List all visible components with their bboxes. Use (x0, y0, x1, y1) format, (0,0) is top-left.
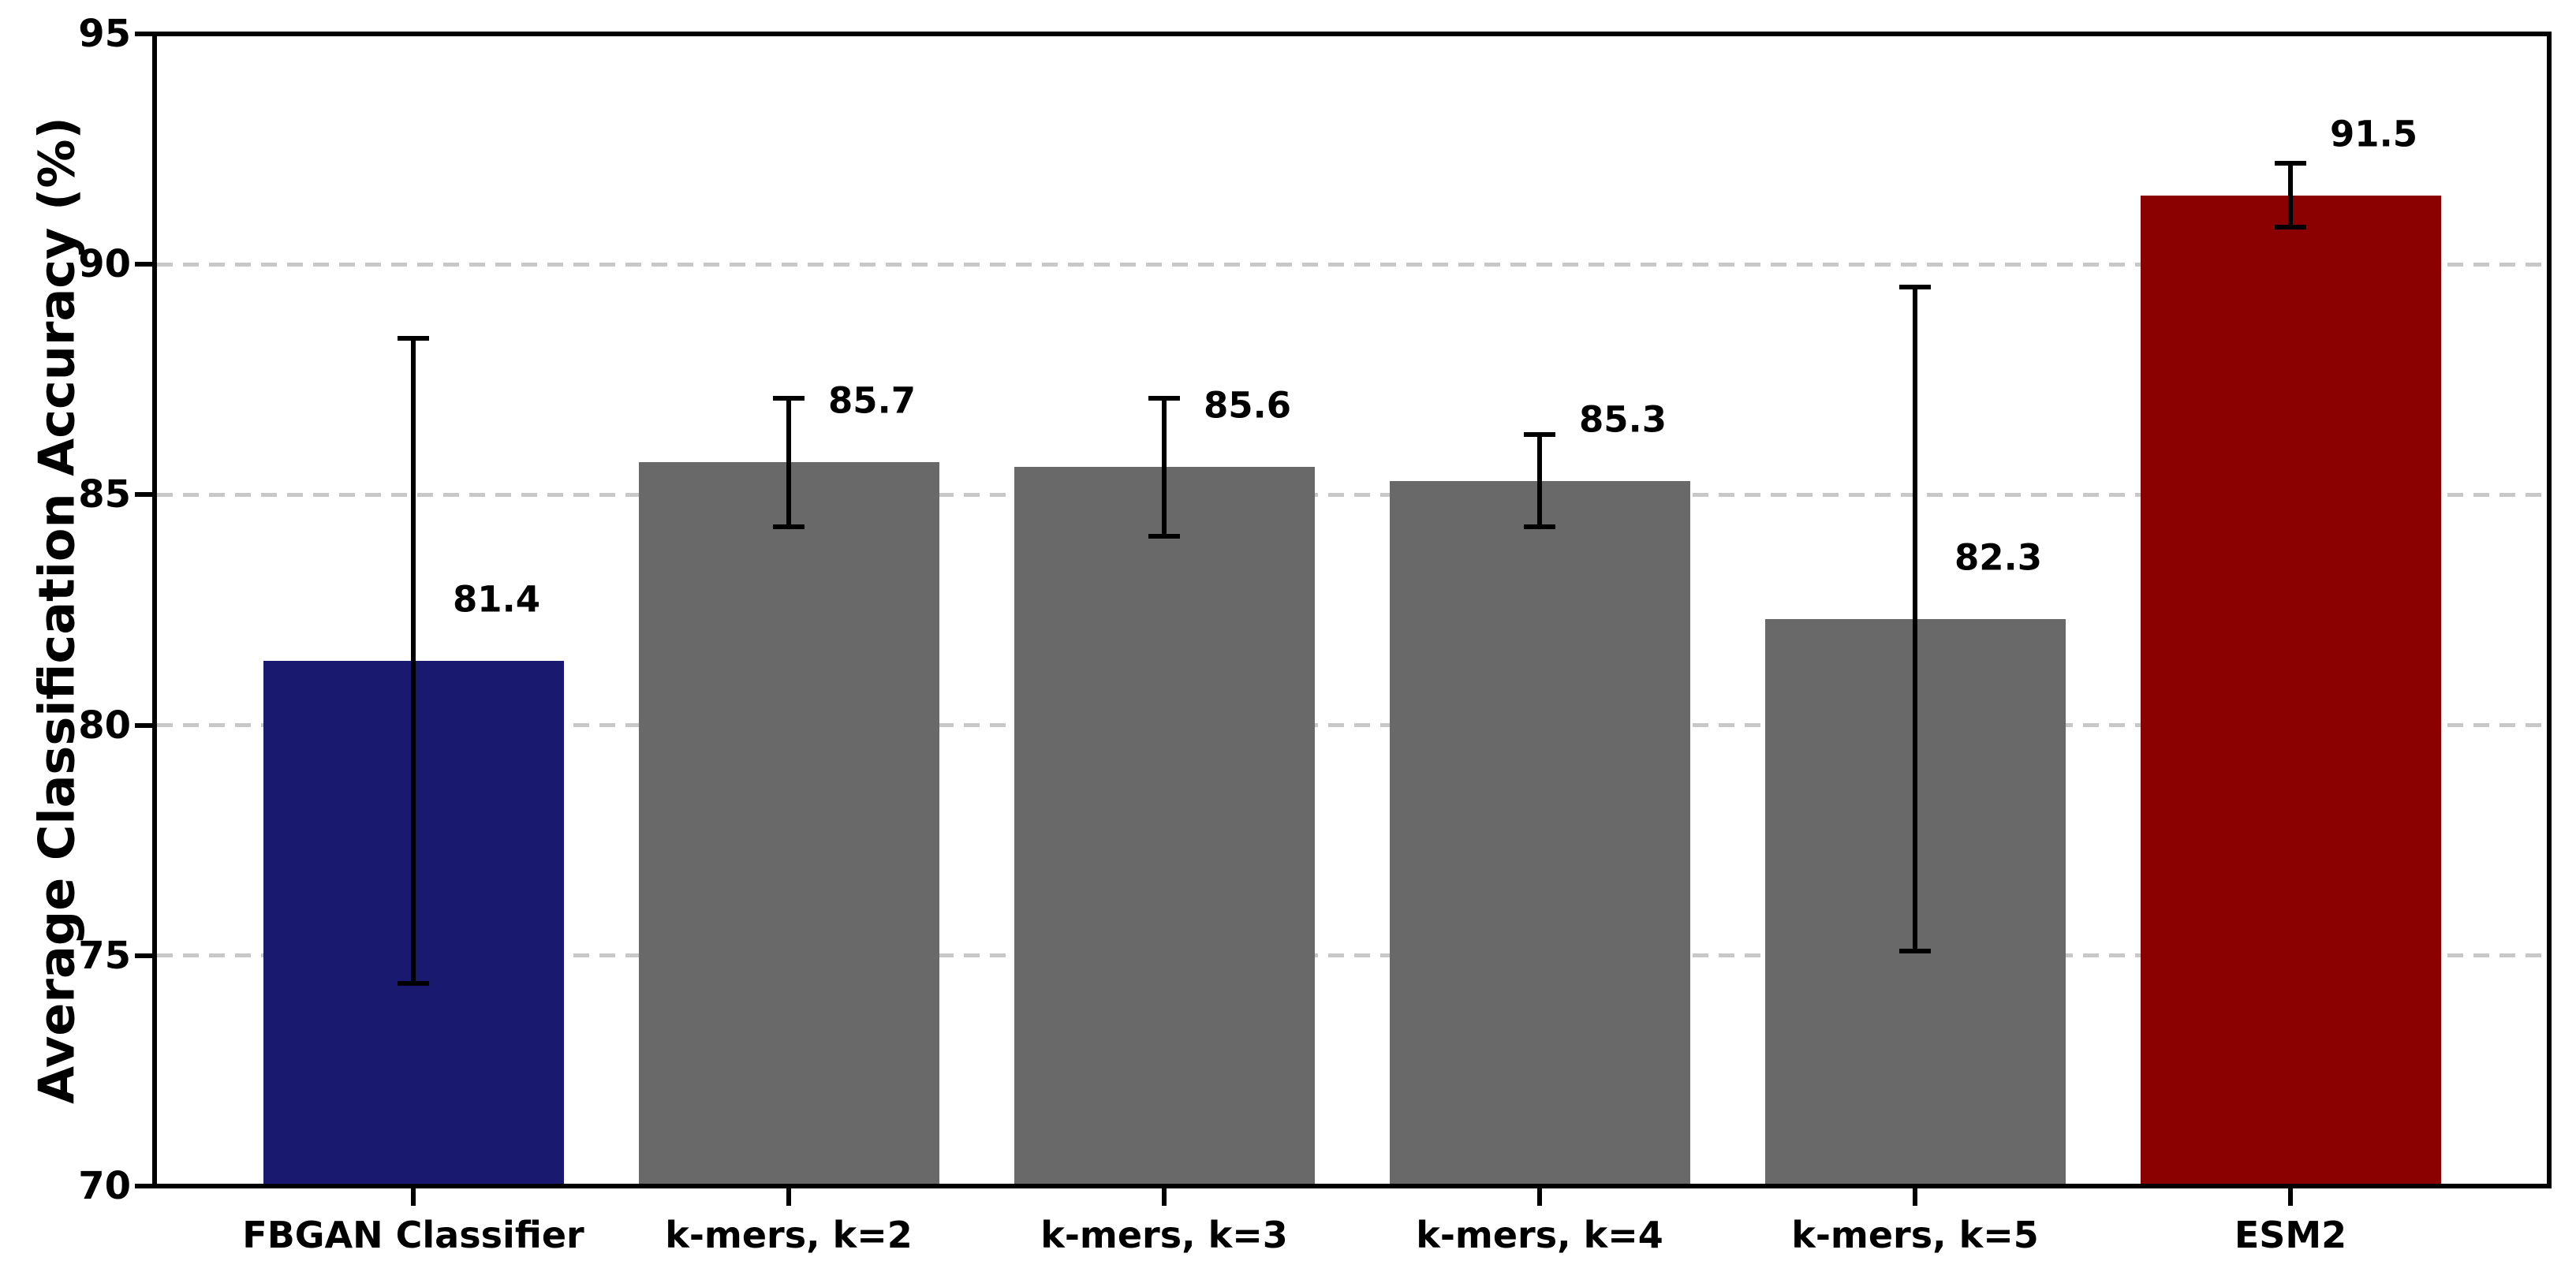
x-tick-mark (1913, 1188, 1917, 1206)
left-spine (152, 32, 157, 1188)
error-bar-line (786, 397, 791, 528)
top-spine (152, 32, 2552, 36)
x-tick-mark (786, 1188, 791, 1206)
gridline (157, 953, 2547, 958)
error-bar-line (1913, 287, 1917, 951)
error-bar-line (2288, 162, 2293, 228)
x-tick-label: k-mers, k=5 (1791, 1214, 2039, 1256)
bar (638, 462, 939, 1186)
y-tick-label: 80 (78, 703, 131, 748)
x-tick-mark (1162, 1188, 1167, 1206)
error-bar-cap-bottom (2275, 225, 2306, 230)
y-tick-mark (135, 722, 152, 728)
error-bar-line (411, 338, 416, 983)
error-bar-cap-top (1524, 432, 1555, 438)
error-bar-cap-top (1899, 285, 1931, 290)
bar-value-label: 91.5 (2330, 113, 2418, 155)
y-tick-label: 95 (78, 12, 131, 56)
x-tick-label: k-mers, k=2 (665, 1214, 913, 1256)
error-bar-cap-top (1148, 395, 1180, 401)
x-tick-mark (411, 1188, 416, 1206)
x-tick-label: k-mers, k=4 (1416, 1214, 1663, 1256)
gridline (157, 262, 2547, 267)
error-bar-cap-bottom (1148, 533, 1180, 539)
error-bar-line (1537, 435, 1542, 528)
y-tick-mark (135, 262, 152, 267)
bar-value-label: 85.6 (1204, 384, 1292, 427)
bar (2140, 195, 2441, 1186)
y-tick-mark (135, 32, 152, 36)
error-bar-line (1162, 397, 1167, 536)
x-tick-label: k-mers, k=3 (1040, 1214, 1288, 1256)
error-bar-cap-top (773, 395, 805, 401)
bar-value-label: 81.4 (453, 578, 541, 621)
y-tick-mark (135, 953, 152, 958)
y-tick-label: 75 (78, 933, 131, 978)
error-bar-cap-bottom (398, 980, 429, 986)
y-tick-label: 85 (78, 472, 131, 517)
gridline (157, 492, 2547, 497)
error-bar-cap-bottom (1899, 948, 1931, 953)
bar (1389, 480, 1690, 1186)
error-bar-cap-bottom (773, 524, 805, 530)
y-tick-label: 70 (78, 1164, 131, 1208)
x-tick-mark (1537, 1188, 1542, 1206)
gridline (157, 723, 2547, 728)
x-tick-mark (2288, 1188, 2293, 1206)
y-tick-label: 90 (78, 242, 131, 287)
x-tick-label: ESM2 (2234, 1214, 2347, 1256)
x-tick-label: FBGAN Classifier (242, 1214, 584, 1256)
bar-value-label: 85.3 (1579, 398, 1667, 441)
y-tick-mark (135, 492, 152, 498)
y-tick-mark (135, 1184, 152, 1188)
error-bar-cap-top (398, 335, 429, 341)
bar-value-label: 82.3 (1954, 536, 2043, 579)
bottom-spine (152, 1184, 2552, 1188)
error-bar-cap-top (2275, 160, 2306, 166)
bar-value-label: 85.7 (828, 379, 917, 422)
bar (1014, 467, 1315, 1186)
error-bar-cap-bottom (1524, 524, 1555, 530)
right-spine (2547, 32, 2552, 1188)
